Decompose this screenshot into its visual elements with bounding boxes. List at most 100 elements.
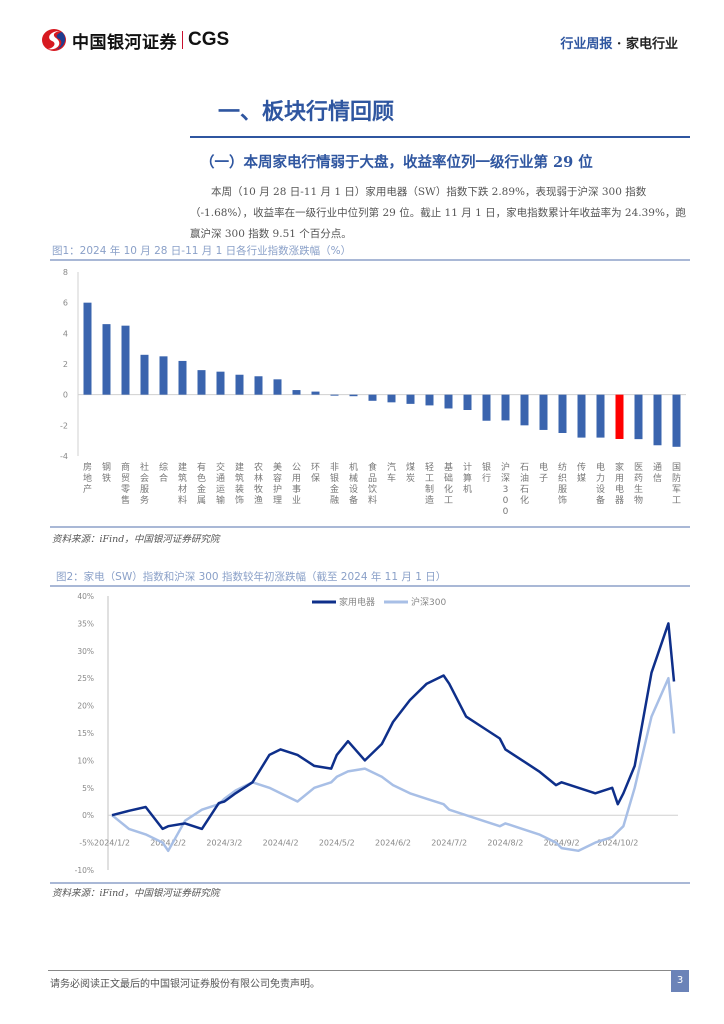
y-tick-label: 0 bbox=[63, 391, 68, 400]
x-tick-char: 公 bbox=[292, 462, 301, 473]
bar bbox=[140, 354, 149, 395]
bar bbox=[520, 394, 529, 426]
x-tick-char: 融 bbox=[330, 495, 339, 506]
y-tick-label: -5% bbox=[79, 839, 94, 848]
x-tick-char: 计 bbox=[463, 461, 472, 473]
x-tick-char: 业 bbox=[292, 495, 301, 506]
x-tick-char: 护 bbox=[273, 483, 282, 495]
x-tick-char: 用 bbox=[615, 473, 624, 484]
footer-divider bbox=[48, 970, 688, 971]
x-tick-char: 造 bbox=[425, 494, 434, 506]
bar bbox=[83, 302, 92, 395]
bar bbox=[311, 391, 320, 395]
x-tick-char: 交 bbox=[216, 461, 225, 473]
x-tick-label: 2024/10/2 bbox=[597, 839, 638, 848]
section-title: 一、板块行情回顾 bbox=[218, 99, 395, 125]
x-tick-char: 3 bbox=[503, 485, 509, 495]
x-tick-char: 零 bbox=[121, 484, 130, 495]
x-tick-label: 2024/6/2 bbox=[375, 839, 411, 848]
logo-brand: CGS bbox=[188, 29, 230, 50]
x-tick-label: 沪深300 bbox=[501, 461, 510, 517]
x-tick-char: 建 bbox=[178, 461, 187, 473]
x-tick-char: 机 bbox=[349, 461, 358, 473]
x-tick-label: 计算机 bbox=[463, 461, 472, 495]
x-tick-label: 环保 bbox=[311, 462, 320, 484]
x-tick-char: 防 bbox=[672, 472, 681, 484]
logo-mark-icon bbox=[42, 29, 66, 51]
page-number: 3 bbox=[671, 970, 689, 992]
x-tick-char: 电 bbox=[596, 461, 605, 473]
x-tick-label: 电子 bbox=[539, 461, 548, 484]
x-tick-char: 美 bbox=[273, 461, 282, 473]
x-tick-char: 事 bbox=[292, 483, 301, 495]
x-tick-label: 2024/9/2 bbox=[544, 839, 580, 848]
x-tick-label: 2024/5/2 bbox=[319, 839, 355, 848]
x-tick-label: 银行 bbox=[482, 461, 491, 484]
x-tick-char: 非 bbox=[330, 461, 339, 473]
legend-label: 家用电器 bbox=[339, 596, 375, 608]
x-tick-char: 备 bbox=[596, 494, 605, 506]
x-tick-label: 钢铁 bbox=[102, 461, 111, 484]
x-tick-char: 容 bbox=[273, 472, 282, 484]
y-tick-label: 8 bbox=[63, 268, 68, 277]
x-tick-char: 产 bbox=[83, 483, 92, 495]
x-tick-label: 综合 bbox=[159, 461, 168, 484]
line-chart: 40% 35% 30% 25% 20% 15% 10% 5% 0% -5% -10% 2024/1/2… bbox=[75, 592, 678, 875]
bar bbox=[425, 394, 434, 406]
bar bbox=[672, 394, 681, 447]
series-line-appliance bbox=[111, 622, 676, 831]
x-tick-label: 传媒 bbox=[577, 461, 586, 484]
bar bbox=[482, 394, 491, 421]
footer-disclaimer: 请务必阅读正文最后的中国银河证券股份有限公司免责声明。 bbox=[50, 979, 320, 990]
x-tick-char: 金 bbox=[197, 483, 206, 495]
x-tick-char: 渔 bbox=[254, 495, 263, 506]
bar bbox=[349, 394, 358, 397]
y-tick-label: -2 bbox=[60, 421, 68, 430]
x-tick-char: 运 bbox=[216, 484, 225, 495]
bar bbox=[254, 376, 263, 395]
bar bbox=[501, 394, 510, 421]
x-tick-char: 设 bbox=[349, 484, 358, 495]
x-tick-char: 织 bbox=[558, 472, 567, 484]
x-tick-char: 石 bbox=[520, 463, 529, 473]
bar bbox=[197, 370, 206, 395]
y-tick-label: 6 bbox=[63, 299, 68, 308]
x-tick-char: 材 bbox=[178, 483, 187, 495]
x-tick-char: 设 bbox=[596, 484, 605, 495]
industry-name: 家电行业 bbox=[625, 37, 678, 52]
x-tick-char: 输 bbox=[216, 494, 225, 506]
x-tick-char: 保 bbox=[311, 472, 320, 484]
x-tick-char: 器 bbox=[615, 495, 624, 506]
y-tick-label: 15% bbox=[77, 729, 94, 738]
x-tick-char: 会 bbox=[140, 472, 149, 484]
bar bbox=[368, 394, 377, 401]
x-tick-label: 2024/1/2 bbox=[94, 839, 130, 848]
bar bbox=[235, 374, 244, 395]
x-tick-char: 商 bbox=[121, 461, 130, 473]
x-tick-char: 传 bbox=[577, 461, 586, 473]
x-tick-char: 筑 bbox=[178, 472, 187, 484]
x-tick-char: 车 bbox=[387, 472, 396, 484]
x-tick-char: 色 bbox=[197, 472, 206, 484]
legend-label: 沪深300 bbox=[411, 596, 446, 608]
x-tick-char: 电 bbox=[539, 461, 548, 473]
y-tick-label: 30% bbox=[77, 647, 94, 656]
bar-chart: 86420-2-4房地产钢铁商贸零售社会服务综合建筑材料有色金属交通运输建筑装饰… bbox=[60, 268, 686, 517]
bar bbox=[653, 394, 662, 446]
x-tick-char: 深 bbox=[501, 473, 510, 484]
x-tick-char: 备 bbox=[349, 494, 358, 506]
x-tick-char: 子 bbox=[539, 473, 548, 484]
x-tick-char: 服 bbox=[558, 484, 567, 495]
x-tick-char: 汽 bbox=[387, 461, 396, 473]
x-tick-char: 国 bbox=[672, 462, 681, 473]
figure1-title: 图1：2024 年 10 月 28 日-11 月 1 日各行业指数涨跌幅（%） bbox=[52, 245, 352, 257]
logo-separator bbox=[182, 31, 183, 49]
x-tick-char: 用 bbox=[292, 473, 301, 484]
